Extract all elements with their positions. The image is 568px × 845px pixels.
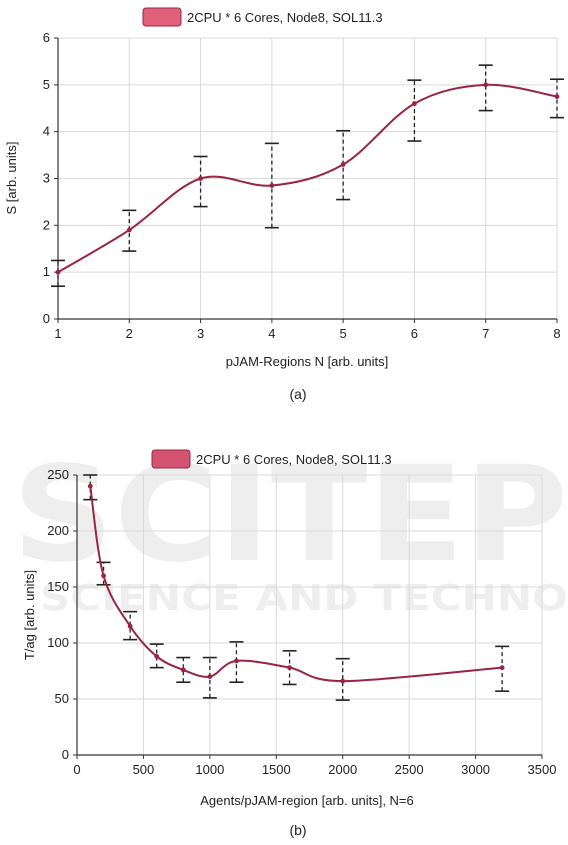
y-tick-label: 2 bbox=[43, 217, 50, 232]
legend-swatch-b bbox=[151, 449, 191, 469]
tick-labels-b: 0 500 1000 1500 2000 2500 3000 3500 0 50 100 150 200… bbox=[47, 467, 556, 777]
data-point bbox=[499, 665, 505, 671]
x-tick-label: 1000 bbox=[195, 762, 224, 777]
y-tick-label: 150 bbox=[47, 579, 69, 594]
y-tick-label: 3 bbox=[43, 171, 50, 186]
x-tick-label: 6 bbox=[411, 326, 418, 341]
x-tick-label: 3 bbox=[197, 326, 204, 341]
y-tick-label: 100 bbox=[47, 635, 69, 650]
x-tick-label: 2 bbox=[126, 326, 133, 341]
y-tick-label: 250 bbox=[47, 467, 69, 482]
chart-panel-b: 0 500 1000 1500 2000 2500 3000 3500 0 50 100 150 200… bbox=[22, 449, 556, 838]
y-tick-label: 5 bbox=[43, 77, 50, 92]
watermark-subtext: SCIENCE AND TECHNO bbox=[40, 578, 568, 619]
error-bars-a bbox=[51, 64, 564, 288]
y-tick-label: 0 bbox=[62, 747, 69, 762]
data-point bbox=[180, 667, 186, 673]
y-tick-label: 0 bbox=[43, 311, 50, 326]
data-point bbox=[126, 227, 132, 233]
data-point bbox=[101, 573, 106, 579]
y-axis-label-a: S [arb. units] bbox=[4, 142, 19, 215]
legend-label-b: 2CPU * 6 Cores, Node8, SOL11.3 bbox=[196, 452, 392, 467]
x-tick-label: 2000 bbox=[328, 762, 357, 777]
data-point bbox=[55, 269, 61, 275]
data-point bbox=[412, 101, 417, 106]
points-b bbox=[87, 483, 505, 684]
x-tick-label: 7 bbox=[482, 326, 489, 341]
x-tick-label: 0 bbox=[73, 762, 80, 777]
x-tick-label: 1 bbox=[54, 326, 61, 341]
x-tick-label: 1500 bbox=[262, 762, 291, 777]
data-point bbox=[154, 654, 160, 659]
x-tick-label: 5 bbox=[340, 326, 347, 341]
x-tick-label: 2500 bbox=[395, 762, 424, 777]
points-a bbox=[55, 82, 560, 275]
legend-label-a: 2CPU * 6 Cores, Node8, SOL11.3 bbox=[187, 10, 383, 25]
y-tick-label: 1 bbox=[43, 264, 50, 279]
data-point bbox=[483, 82, 489, 88]
data-point bbox=[340, 162, 346, 167]
y-axis-label-b: T/ag [arb. units] bbox=[22, 570, 37, 660]
data-point bbox=[207, 674, 213, 679]
x-tick-label: 3000 bbox=[461, 762, 490, 777]
caption-a: (a) bbox=[289, 386, 306, 402]
x-axis-label-a: pJAM-Regions N [arb. units] bbox=[226, 354, 389, 369]
x-tick-label: 3500 bbox=[528, 762, 557, 777]
data-point bbox=[269, 183, 275, 188]
data-point bbox=[554, 94, 560, 99]
data-point bbox=[198, 176, 203, 181]
y-tick-label: 200 bbox=[47, 523, 69, 538]
data-point bbox=[127, 623, 133, 629]
error-bars-b bbox=[83, 474, 510, 701]
x-axis-label-b: Agents/pJAM-region [arb. units], N=6 bbox=[200, 793, 414, 808]
caption-b: (b) bbox=[289, 822, 306, 838]
legend-b: 2CPU * 6 Cores, Node8, SOL11.3 bbox=[151, 449, 392, 469]
y-tick-label: 6 bbox=[43, 30, 50, 45]
data-point bbox=[234, 658, 239, 664]
data-point bbox=[340, 678, 346, 684]
legend-swatch-a bbox=[142, 7, 182, 27]
y-tick-label: 4 bbox=[43, 124, 50, 139]
x-tick-label: 500 bbox=[133, 762, 155, 777]
axes-b bbox=[73, 474, 543, 759]
series-line-a bbox=[57, 83, 558, 274]
x-tick-label: 8 bbox=[553, 326, 560, 341]
data-point bbox=[87, 483, 93, 489]
y-tick-label: 50 bbox=[55, 691, 69, 706]
legend-a: 2CPU * 6 Cores, Node8, SOL11.3 bbox=[142, 7, 383, 27]
data-point bbox=[287, 665, 292, 671]
x-tick-label: 4 bbox=[268, 326, 275, 341]
